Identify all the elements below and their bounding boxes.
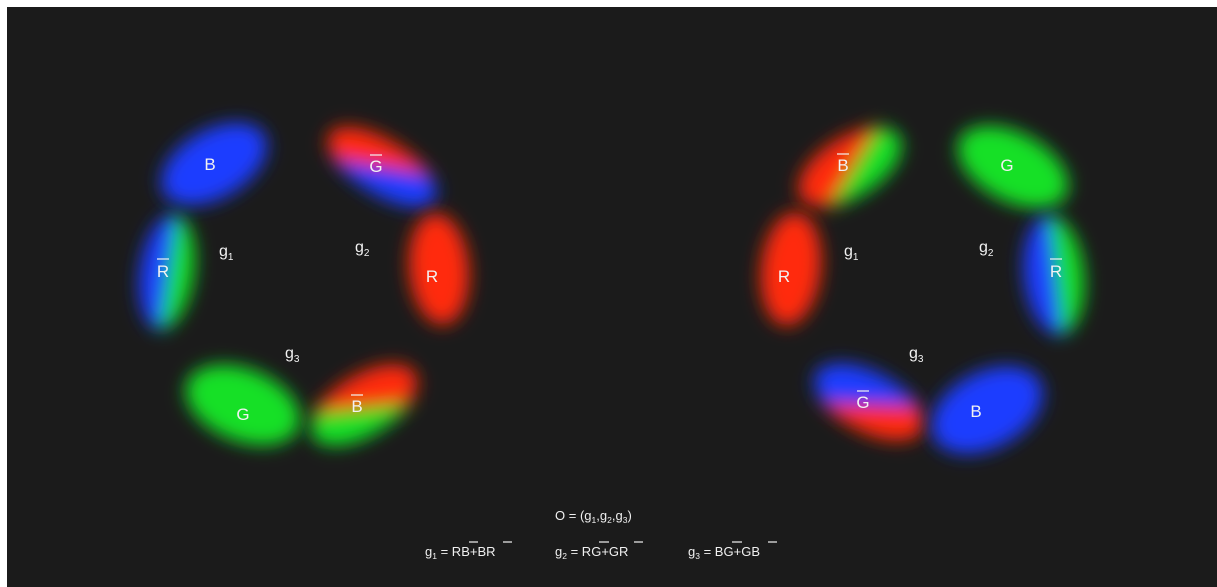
diagram-canvas: B G R R G B g1 g2 <box>7 7 1217 587</box>
lobe-label: B <box>837 156 848 175</box>
lobe-label: G <box>1000 156 1013 175</box>
gluon-label-g3: g3 <box>909 345 924 365</box>
lobe-anti-red: R <box>1023 215 1085 335</box>
lobe-label: B <box>204 155 215 174</box>
lobe-label: B <box>970 402 981 421</box>
lobe-label: R <box>426 267 438 286</box>
lobe-label: G <box>856 393 869 412</box>
right-ring: B G R R G B g1 g2 g3 <box>760 125 1085 454</box>
gluon-color-diagram: B G R R G B g1 g2 <box>139 122 1085 561</box>
lobe-blue: B <box>160 122 268 206</box>
octet-definition: O = (g1,g2,g3) <box>555 508 632 525</box>
lobe-anti-green: G <box>814 363 924 441</box>
lobe-anti-blue: B <box>310 364 418 446</box>
formula-g1: g1 = RB+BR <box>425 544 496 561</box>
lobe-label: G <box>369 157 382 176</box>
lobe-label: B <box>351 397 362 416</box>
gluon-label-g1: g1 <box>219 243 234 263</box>
lobe-green: G <box>957 125 1069 209</box>
gluon-label-g2: g2 <box>979 239 994 259</box>
formula-g2: g2 = RG+GR <box>555 544 628 561</box>
lobe-red: R <box>408 213 470 325</box>
left-ring: B G R R G B g1 g2 <box>139 122 470 446</box>
lobe-label: R <box>1050 262 1062 281</box>
lobe-anti-red: R <box>139 214 195 330</box>
lobe-blue: B <box>931 366 1043 454</box>
lobe-anti-blue: B <box>798 127 902 207</box>
lobe-label: R <box>157 262 169 281</box>
lobe-label: R <box>778 267 790 286</box>
gluon-label-g2: g2 <box>355 239 370 259</box>
caption: O = (g1,g2,g3) g1 = RB+BR g2 = RG+GR g3 … <box>425 508 777 561</box>
gluon-label-g3: g3 <box>285 345 300 365</box>
lobe-red: R <box>760 212 822 326</box>
lobe-label: G <box>236 405 249 424</box>
lobe-anti-green: G <box>327 126 437 208</box>
gluon-label-g1: g1 <box>844 243 859 263</box>
lobe-green: G <box>185 364 301 446</box>
formula-g3: g3 = BG+GB <box>688 544 760 561</box>
